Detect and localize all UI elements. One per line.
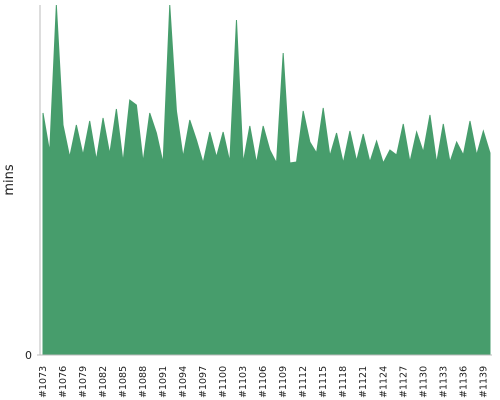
x-tick-label: #1085	[118, 366, 129, 398]
x-tick-label: #1124	[378, 366, 389, 398]
x-tick-label: #1088	[138, 366, 149, 398]
x-tick-label: #1082	[98, 366, 109, 398]
x-tick-label: #1100	[218, 366, 229, 398]
x-tick-label: #1073	[38, 366, 49, 398]
x-tick-label: #1076	[58, 366, 69, 398]
x-tick-label: #1127	[398, 366, 409, 398]
x-tick-label: #1139	[478, 366, 489, 398]
area	[42, 5, 491, 355]
x-tick-label: #1094	[178, 366, 189, 398]
x-tick-label: #1106	[258, 366, 269, 398]
x-tick-label: #1091	[158, 366, 169, 398]
x-tick-label: #1118	[338, 366, 349, 398]
x-tick-label: #1112	[298, 366, 309, 398]
x-tick-label: #1136	[458, 366, 469, 398]
x-tick-label: #1133	[438, 366, 449, 398]
y-axis-label: mins	[2, 164, 17, 196]
x-tick-label: #1130	[418, 366, 429, 398]
x-tick-label: #1115	[318, 366, 329, 398]
x-tick-label: #1103	[238, 366, 249, 398]
x-tick-label: #1097	[198, 366, 209, 398]
x-tick-label: #1121	[358, 366, 369, 398]
x-tick-label: #1109	[278, 366, 289, 398]
x-tick-label: #1079	[78, 366, 89, 398]
y-tick-label: 0	[25, 349, 32, 362]
